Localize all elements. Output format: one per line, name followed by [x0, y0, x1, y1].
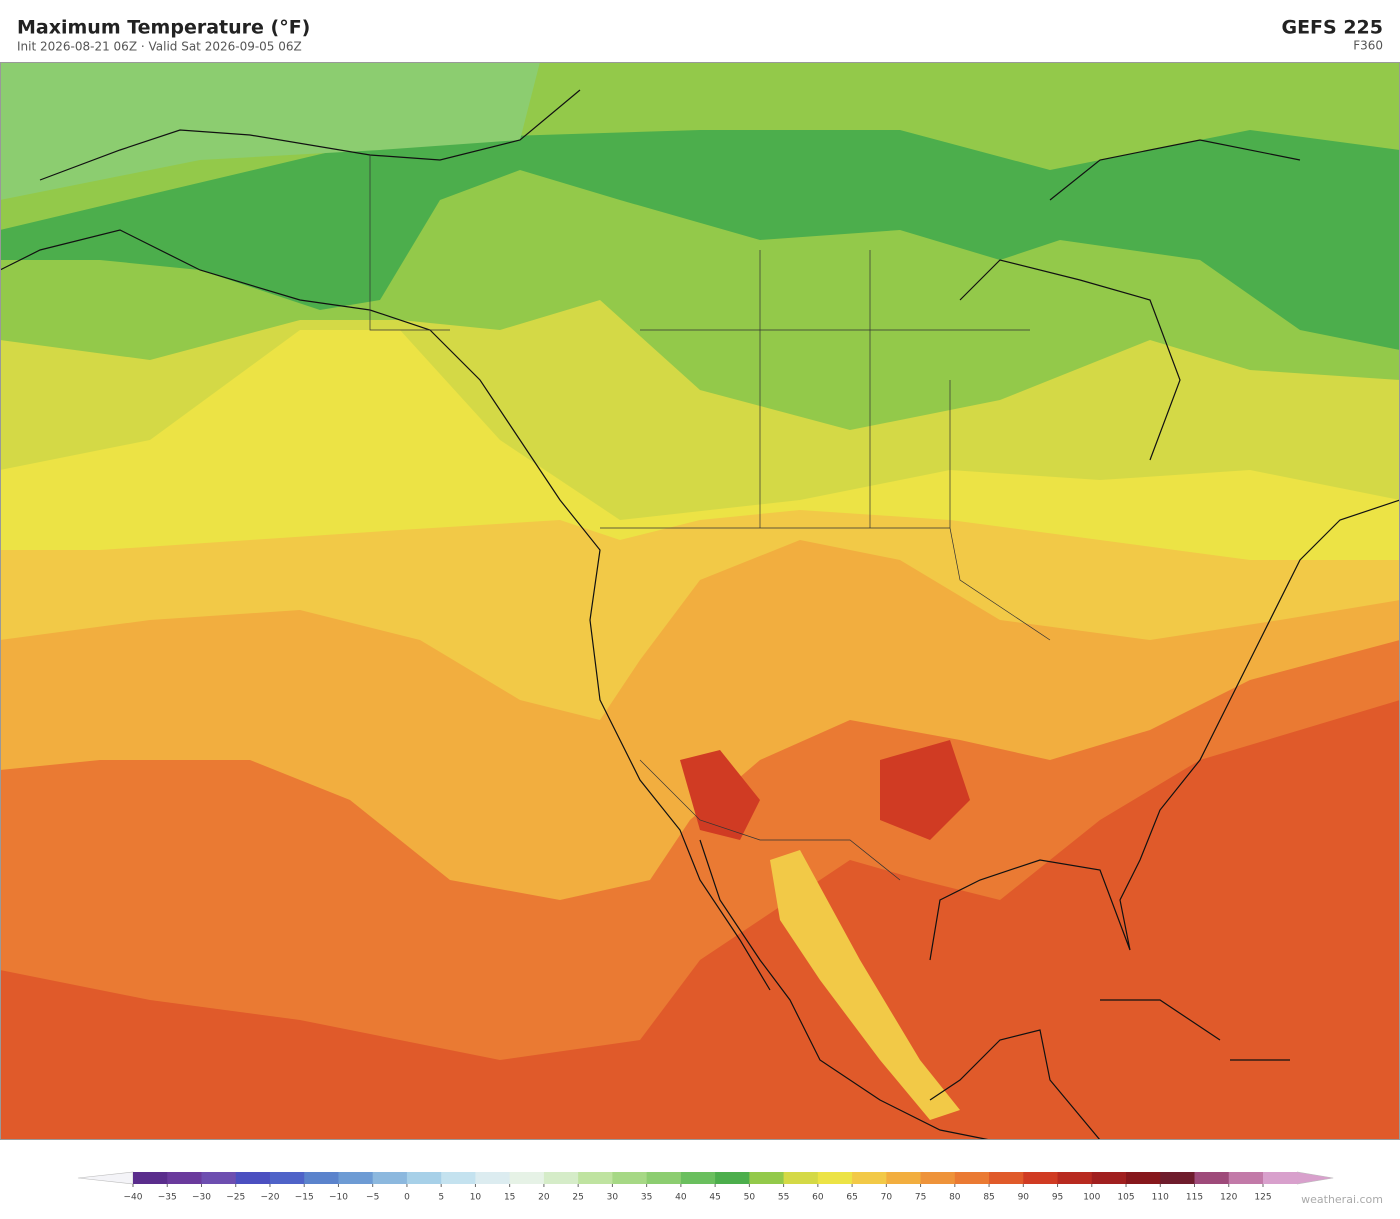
colorbar-tick-label: 50: [744, 1193, 756, 1203]
colorbar-tick-label: 125: [1254, 1193, 1271, 1203]
colorbar-tick-label: 60: [812, 1193, 824, 1203]
colorbar-segment: [817, 1172, 853, 1184]
colorbar-segment: [578, 1172, 613, 1184]
colorbar-segment: [304, 1172, 339, 1184]
title: Maximum Temperature (°F): [17, 17, 310, 39]
colorbar-segment: [1263, 1172, 1298, 1184]
colorbar-segment: [749, 1172, 785, 1184]
colorbar-segment: [989, 1172, 1024, 1184]
colorbar-tick-label: −35: [158, 1193, 177, 1203]
colorbar-segment: [372, 1172, 408, 1184]
colorbar-segment: [133, 1172, 168, 1184]
colorbar-tick-label: 115: [1186, 1193, 1203, 1203]
colorbar-segment: [612, 1172, 648, 1184]
colorbar-tick-label: 25: [572, 1193, 583, 1203]
colorbar-tick-label: 20: [538, 1193, 550, 1203]
colorbar-tick-label: 65: [846, 1193, 857, 1203]
map: [0, 62, 1400, 1140]
temp-zone: [0, 62, 540, 200]
subtitle: Init 2026-08-21 06Z · Valid Sat 2026-09-…: [17, 40, 302, 54]
coastline: [0, 89, 1400, 1140]
colorbar-segment: [1228, 1172, 1264, 1184]
colorbar-segment: [920, 1172, 956, 1184]
colorbar-tick-label: 45: [709, 1193, 720, 1203]
forecast-hour: F360: [1353, 39, 1383, 53]
colorbar-segment: [1023, 1172, 1059, 1184]
colorbar-over: [1296, 1171, 1334, 1185]
colorbar-segment: [1194, 1172, 1230, 1184]
colorbar-segment: [167, 1172, 202, 1184]
colorbar-segment: [646, 1172, 682, 1184]
colorbar-tick-label: 35: [641, 1193, 652, 1203]
colorbar-tick-label: −40: [124, 1193, 143, 1203]
colorbar-segment: [406, 1172, 442, 1184]
colorbar-segment: [269, 1172, 305, 1184]
colorbar-segment: [509, 1172, 545, 1184]
colorbar-tick-label: 95: [1052, 1193, 1063, 1203]
temp-zone: [880, 740, 970, 840]
colorbar-tick-label: 100: [1083, 1193, 1100, 1203]
border: [369, 155, 1051, 881]
colorbar-tick-label: 90: [1018, 1193, 1030, 1203]
temp-zone: [770, 850, 960, 1120]
colorbar-segment: [543, 1172, 579, 1184]
colorbar-tick-label: 30: [607, 1193, 619, 1203]
colorbar-segment: [886, 1172, 922, 1184]
colorbar-segment: [1091, 1172, 1127, 1184]
colorbar-segment: [783, 1172, 819, 1184]
colorbar-tick-label: 0: [404, 1193, 410, 1203]
colorbar-segment: [680, 1172, 716, 1184]
model-run: GEFS 225: [1281, 17, 1383, 39]
colorbar: −40 −35 −30 −25 −20 −15 −10 −5 0 5 10 15 20 25 30 35 40 4…: [77, 1171, 1334, 1203]
colorbar-tick-label: 80: [949, 1193, 961, 1203]
colorbar-tick-label: −25: [226, 1193, 245, 1203]
colorbar-tick-label: 105: [1117, 1193, 1134, 1203]
temp-zone: [0, 130, 1400, 350]
colorbar-segment: [441, 1172, 476, 1184]
colorbar-tick-label: 40: [675, 1193, 687, 1203]
colorbar-segment: [954, 1172, 990, 1184]
credit: weatherai.com: [1301, 1193, 1383, 1206]
colorbar-tick-label: 85: [983, 1193, 994, 1203]
colorbar-segment: [475, 1172, 511, 1184]
colorbar-segment: [201, 1172, 237, 1184]
colorbar-under: [77, 1171, 134, 1185]
colorbar-segment: [715, 1172, 750, 1184]
colorbar-segment: [235, 1172, 271, 1184]
colorbar-segment: [1126, 1172, 1161, 1184]
colorbar-tick-label: −5: [366, 1193, 379, 1203]
colorbar-segment: [1160, 1172, 1196, 1184]
colorbar-segment: [338, 1172, 374, 1184]
colorbar-tick-label: −15: [295, 1193, 314, 1203]
colorbar-tick-label: −20: [260, 1193, 279, 1203]
colorbar-tick-label: 15: [504, 1193, 515, 1203]
colorbar-tick-label: 55: [778, 1193, 789, 1203]
colorbar-tick-label: 120: [1220, 1193, 1237, 1203]
colorbar-tick-label: −10: [329, 1193, 348, 1203]
colorbar-tick-label: 75: [915, 1193, 926, 1203]
colorbar-tick-label: 5: [438, 1193, 444, 1203]
colorbar-segment: [852, 1172, 887, 1184]
colorbar-segment: [1057, 1172, 1093, 1184]
temp-zone: [680, 750, 760, 840]
colorbar-tick-label: 110: [1152, 1193, 1169, 1203]
colorbar-tick-label: 10: [470, 1193, 482, 1203]
colorbar-tick-label: 70: [881, 1193, 893, 1203]
colorbar-tick-label: −30: [192, 1193, 211, 1203]
